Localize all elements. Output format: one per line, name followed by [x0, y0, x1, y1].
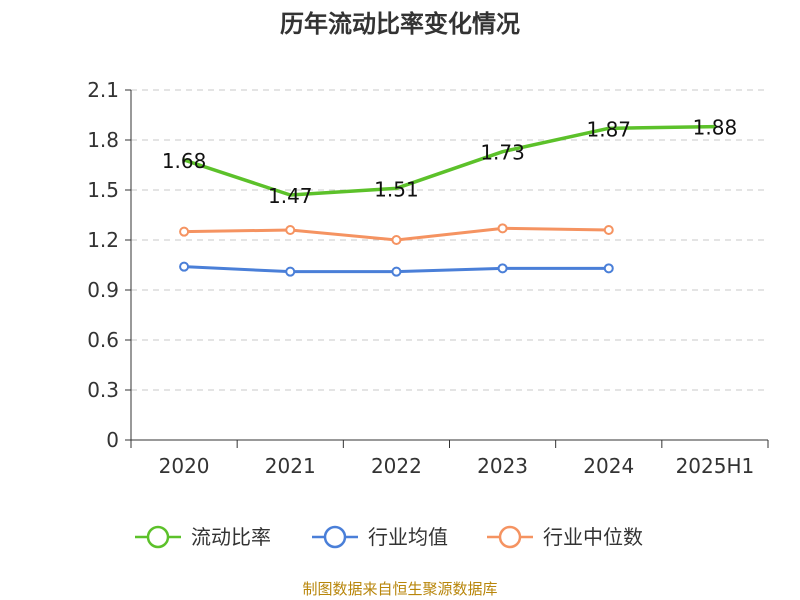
- series: [179, 124, 717, 277]
- data-label: 1.88: [693, 116, 738, 140]
- data-point: [179, 226, 190, 237]
- y-tick-label: 1.5: [87, 178, 119, 202]
- data-point: [603, 225, 614, 235]
- y-tick-label: 0.3: [87, 378, 119, 402]
- y-tick-label: 2.1: [87, 78, 119, 102]
- data-label: 1.73: [480, 141, 525, 165]
- x-tick-label: 2023: [477, 454, 528, 478]
- data-point: [391, 266, 402, 277]
- x-tick-label: 2020: [159, 454, 210, 478]
- legend-label: 流动比率: [191, 525, 271, 549]
- series-line: [182, 124, 717, 197]
- data-point: [497, 223, 508, 234]
- data-point: [497, 263, 508, 274]
- y-tick-label: 0.6: [87, 328, 119, 352]
- data-label: 1.87: [586, 117, 631, 141]
- y-tick-label: 1.8: [87, 128, 119, 152]
- data-label: 1.47: [268, 184, 313, 208]
- legend-marker-circle: [323, 525, 347, 549]
- data-label: 1.68: [162, 149, 207, 173]
- y-tick-label: 0.9: [87, 278, 119, 302]
- source-footer: 制图数据来自恒生聚源数据库: [302, 580, 497, 598]
- x-tick-label: 2025H1: [676, 454, 755, 478]
- x-tick-label: 2022: [371, 454, 422, 478]
- x-tick-label: 2024: [583, 454, 634, 478]
- legend-label: 行业均值: [368, 525, 448, 549]
- y-tick-label: 1.2: [87, 228, 119, 252]
- data-point: [285, 225, 296, 235]
- data-labels: 1.68 1.47 1.51 1.73 1.87 1.88: [162, 116, 737, 208]
- legend-label: 行业中位数: [543, 525, 643, 549]
- data-point: [391, 235, 402, 245]
- data-point: [285, 266, 296, 277]
- y-tick-label: 0: [106, 428, 119, 452]
- chart-title: 历年流动比率变化情况: [280, 10, 520, 38]
- legend-marker-circle: [146, 525, 170, 549]
- legend-marker-circle: [498, 525, 522, 549]
- axes: 0 0.3 0.6 0.9 1.2 1.5 1.8 2.1 2020 2021 2022 2023 20…: [87, 78, 769, 478]
- data-label: 1.51: [374, 177, 419, 201]
- gridlines: [131, 89, 768, 391]
- x-tick-label: 2021: [265, 454, 316, 478]
- data-point: [603, 263, 614, 274]
- data-point: [179, 261, 190, 272]
- legend: 流动比率 行业均值 行业中位数: [135, 525, 643, 549]
